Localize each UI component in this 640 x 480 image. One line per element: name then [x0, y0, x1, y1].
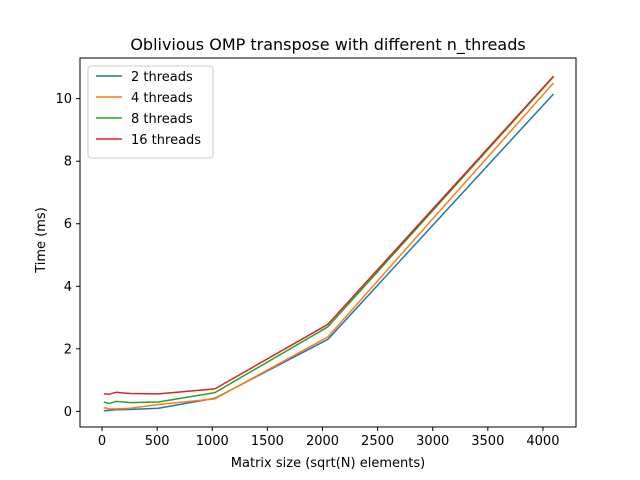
y-tick-label: 2 — [64, 342, 72, 357]
y-tick-label: 4 — [64, 280, 72, 295]
x-tick-label: 3000 — [416, 434, 449, 449]
x-tick-label: 500 — [145, 434, 170, 449]
x-tick-label: 2000 — [306, 434, 339, 449]
axes-frame — [79, 57, 577, 428]
series-line-3 — [103, 76, 555, 405]
plot-area: 0 500 1000 1500 2000 2500 3000 3500 4000 0 2 4 6 8 10 2… — [55, 57, 577, 449]
y-tick-label: 0 — [64, 405, 72, 420]
series-line-4 — [103, 75, 555, 395]
y-tick-label: 6 — [64, 217, 72, 232]
legend-label: 4 threads — [131, 91, 193, 106]
series-line-1 — [103, 93, 555, 412]
legend-label: 8 threads — [131, 112, 193, 127]
series-line-2 — [103, 82, 555, 410]
x-tick-label: 3500 — [471, 434, 504, 449]
x-axis-label: Matrix size (sqrt(N) elements) — [231, 456, 425, 471]
x-tick-label: 0 — [98, 434, 106, 449]
legend-label: 2 threads — [131, 70, 193, 85]
x-tick-label: 4000 — [526, 434, 559, 449]
legend-label: 16 threads — [131, 133, 201, 148]
chart-title: Oblivious OMP transpose with different n… — [130, 35, 525, 55]
y-tick-label: 8 — [64, 155, 72, 170]
legend-box — [87, 65, 214, 159]
y-tick-label: 10 — [55, 92, 72, 107]
x-tick-label: 1000 — [196, 434, 229, 449]
x-tick-label: 2500 — [361, 434, 394, 449]
x-tick-label: 1500 — [251, 434, 284, 449]
y-axis-label: Time (ms) — [34, 207, 49, 274]
